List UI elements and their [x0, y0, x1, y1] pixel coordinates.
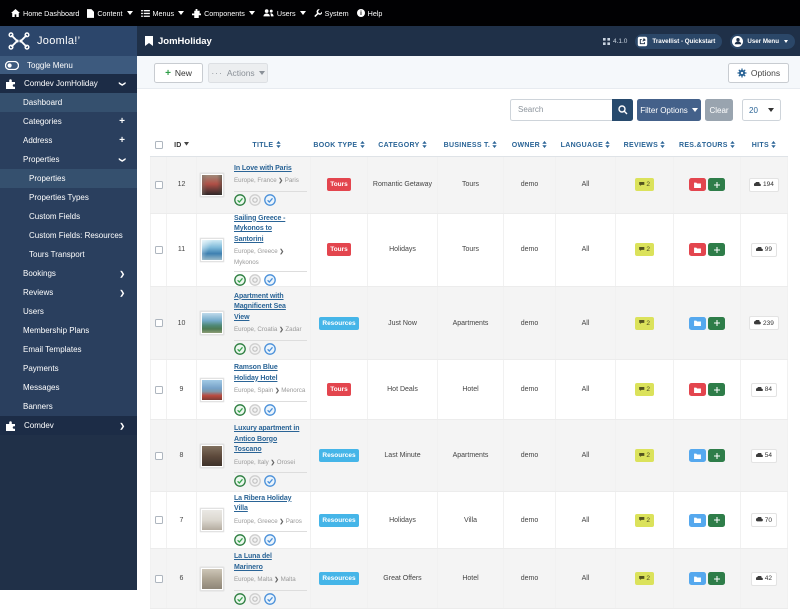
svg-text:i: i — [360, 10, 362, 17]
